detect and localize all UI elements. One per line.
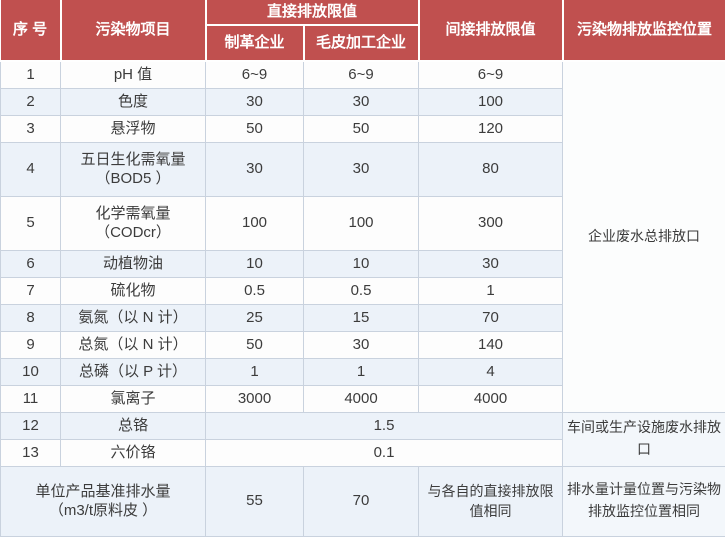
fur-limit-cell: 1 <box>302 357 420 386</box>
tanning-limit-cell: 50 <box>205 114 304 143</box>
tanning-limit-cell: 0.5 <box>205 276 304 305</box>
tanning-limit-cell: 30 <box>205 87 304 116</box>
indirect-limit-cell: 6~9 <box>418 60 564 89</box>
tanning-limit-cell: 1 <box>205 357 304 386</box>
table-row: 2 色度 30 30 100 <box>0 87 725 116</box>
table-row: 1 pH 值 6~9 6~9 6~9 企业废水总排放口 <box>0 60 725 413</box>
tanning-limit-cell: 100 <box>205 195 304 251</box>
monitor-location-cell-main: 企业废水总排放口 <box>562 60 725 413</box>
fur-limit-cell: 30 <box>302 87 420 116</box>
tanning-limit-cell: 50 <box>205 330 304 359</box>
row-number-cell: 6 <box>0 249 61 278</box>
table-row: 3 悬浮物 50 50 120 <box>0 114 725 143</box>
indirect-limit-cell: 100 <box>418 87 564 116</box>
fur-limit-cell: 70 <box>302 465 420 537</box>
pollutant-name-cell: 总铬 <box>60 411 206 440</box>
pollutant-name-cell: 氨氮（以 N 计） <box>60 303 206 332</box>
merged-limit-cell: 0.1 <box>204 438 564 467</box>
fur-limit-cell: 4000 <box>302 384 420 413</box>
col-header-pollutant: 污染物项目 <box>59 0 207 62</box>
pollutant-name-cell: 氯离子 <box>60 384 206 413</box>
table-footer-row: 单位产品基准排水量 （m3/t原料皮 ） 55 70 与各自的直接排放限值相同 排… <box>0 465 725 537</box>
table-row: 12 总铬 1.5 车间或生产设施废水排放口 <box>0 411 725 467</box>
fur-limit-cell: 50 <box>302 114 420 143</box>
col-header-indirect: 间接排放限值 <box>417 0 564 62</box>
merged-limit-cell: 1.5 <box>204 411 564 440</box>
table-row: 10 总磷（以 P 计） 1 1 4 <box>0 357 725 386</box>
row-number-cell: 7 <box>0 276 61 305</box>
row-number-cell: 5 <box>0 195 61 251</box>
col-header-direct: 直接排放限值 <box>204 0 420 26</box>
fur-limit-cell: 15 <box>302 303 420 332</box>
row-number-cell: 9 <box>0 330 61 359</box>
row-number-cell: 4 <box>0 141 61 197</box>
table-row: 4 五日生化需氧量 （BOD5 ） 30 30 80 <box>0 141 725 197</box>
table-row: 8 氨氮（以 N 计） 25 15 70 <box>0 303 725 332</box>
table-header: 序 号 污染物项目 直接排放限值 间接排放限值 污染物排放监控位置 制革企业 毛… <box>0 0 725 62</box>
pollutant-name-cell: 总磷（以 P 计） <box>60 357 206 386</box>
tanning-limit-cell: 10 <box>205 249 304 278</box>
indirect-limit-cell: 300 <box>418 195 564 251</box>
fur-limit-cell: 10 <box>302 249 420 278</box>
tanning-limit-cell: 3000 <box>205 384 304 413</box>
col-header-seq: 序 号 <box>0 0 62 62</box>
col-header-fur: 毛皮加工企业 <box>302 24 419 62</box>
indirect-limit-cell: 4 <box>418 357 564 386</box>
tanning-limit-cell: 6~9 <box>205 60 304 89</box>
pollutant-name-cell: 总氮（以 N 计） <box>60 330 206 359</box>
tanning-limit-cell: 30 <box>205 141 304 197</box>
row-number-cell: 10 <box>0 357 61 386</box>
fur-limit-cell: 30 <box>302 141 420 197</box>
indirect-limit-cell: 70 <box>418 303 564 332</box>
monitor-location-cell-workshop: 车间或生产设施废水排放口 <box>562 411 725 467</box>
row-number-cell: 1 <box>0 60 61 89</box>
pollutant-name-cell: 动植物油 <box>60 249 206 278</box>
footer-label-cell: 单位产品基准排水量 （m3/t原料皮 ） <box>0 465 206 537</box>
pollutant-name-cell: 化学需氧量 （CODcr） <box>60 195 206 251</box>
pollutant-name-cell: 六价铬 <box>60 438 206 467</box>
row-number-cell: 13 <box>0 438 61 467</box>
fur-limit-cell: 0.5 <box>302 276 420 305</box>
table-row: 13 六价铬 0.1 <box>0 438 725 467</box>
indirect-limit-cell: 80 <box>418 141 564 197</box>
indirect-limit-cell: 140 <box>418 330 564 359</box>
table-row: 6 动植物油 10 10 30 <box>0 249 725 278</box>
row-number-cell: 2 <box>0 87 61 116</box>
fur-limit-cell: 100 <box>302 195 420 251</box>
indirect-limit-cell: 与各自的直接排放限值相同 <box>418 465 564 537</box>
table-row: 9 总氮（以 N 计） 50 30 140 <box>0 330 725 359</box>
pollutant-name-cell: pH 值 <box>60 60 206 89</box>
pollutant-name-cell: 悬浮物 <box>60 114 206 143</box>
row-number-cell: 12 <box>0 411 61 440</box>
indirect-limit-cell: 4000 <box>418 384 564 413</box>
indirect-limit-cell: 1 <box>418 276 564 305</box>
monitor-location-cell-footer: 排水量计量位置与污染物排放监控位置相同 <box>562 465 725 537</box>
fur-limit-cell: 30 <box>302 330 420 359</box>
tanning-limit-cell: 55 <box>205 465 304 537</box>
pollutant-name-cell: 硫化物 <box>60 276 206 305</box>
fur-limit-cell: 6~9 <box>302 60 420 89</box>
table-row: 5 化学需氧量 （CODcr） 100 100 300 <box>0 195 725 251</box>
pollutant-name-cell: 五日生化需氧量 （BOD5 ） <box>60 141 206 197</box>
col-header-monitor: 污染物排放监控位置 <box>561 0 725 62</box>
pollutant-name-cell: 色度 <box>60 87 206 116</box>
row-number-cell: 11 <box>0 384 61 413</box>
tanning-limit-cell: 25 <box>205 303 304 332</box>
indirect-limit-cell: 120 <box>418 114 564 143</box>
indirect-limit-cell: 30 <box>418 249 564 278</box>
row-number-cell: 3 <box>0 114 61 143</box>
table-row: 11 氯离子 3000 4000 4000 <box>0 384 725 413</box>
row-number-cell: 8 <box>0 303 61 332</box>
col-header-tanning: 制革企业 <box>205 24 305 62</box>
